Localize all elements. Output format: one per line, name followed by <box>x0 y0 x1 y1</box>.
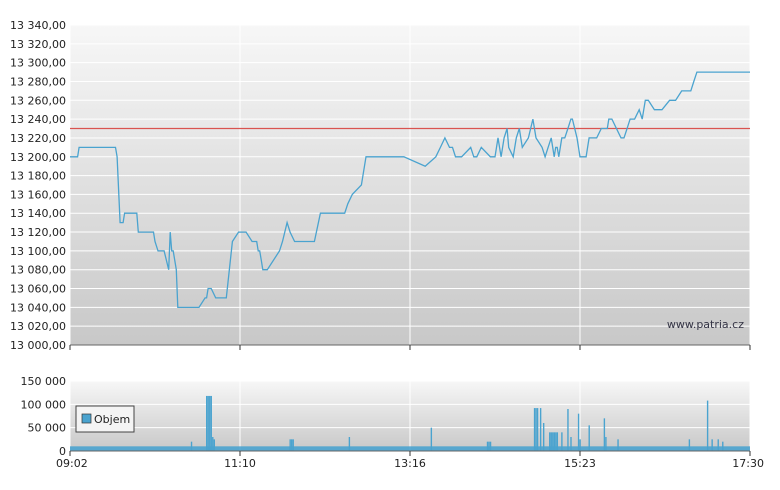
volume-y-tick-label: 50 000 <box>28 422 67 435</box>
volume-bar <box>605 437 607 451</box>
volume-bar <box>206 395 208 451</box>
x-tick-label: 11:10 <box>224 457 256 470</box>
volume-bar <box>603 418 606 451</box>
volume-bar <box>212 437 214 451</box>
price-series-line <box>70 71 750 309</box>
volume-bar <box>291 439 293 451</box>
volume-bar <box>553 432 555 451</box>
volume-bar <box>488 441 490 451</box>
volume-bar <box>706 400 709 451</box>
volume-bar <box>536 408 539 451</box>
volume-bar <box>617 439 619 451</box>
volume-bar <box>486 441 489 451</box>
price-y-tick-label: 13 120,00 <box>10 226 66 239</box>
price-y-tick-label: 13 340,00 <box>10 19 66 32</box>
volume-bar <box>489 441 492 451</box>
volume-bar <box>430 427 433 451</box>
volume-bar <box>552 432 554 451</box>
x-tick-label: 13:16 <box>394 457 426 470</box>
volume-y-tick-label: 0 <box>59 445 66 458</box>
price-y-tick-label: 13 220,00 <box>10 132 66 145</box>
x-tick-label: 17:30 <box>732 457 764 470</box>
volume-bar <box>190 441 193 451</box>
x-tick-label: 15:23 <box>564 457 596 470</box>
volume-bar <box>210 395 212 451</box>
volume-bar <box>556 432 559 451</box>
legend-swatch <box>81 413 92 424</box>
volume-bar <box>561 432 563 451</box>
price-y-tick-label: 13 060,00 <box>10 283 66 296</box>
volume-bar <box>577 413 580 451</box>
volume-bar <box>717 439 719 451</box>
volume-bar <box>289 439 291 451</box>
volume-bar <box>579 439 581 451</box>
price-panel: 13 000,00 13 020,00 13 040,00 13 060,00 13 0… <box>10 19 751 352</box>
volume-bar <box>570 437 572 451</box>
volume-bar <box>539 408 542 451</box>
volume-bar <box>292 439 294 451</box>
price-y-tick-label: 13 320,00 <box>10 38 66 51</box>
price-y-tick-label: 13 280,00 <box>10 75 66 88</box>
volume-bar <box>688 439 691 451</box>
legend-label: Objem <box>94 413 130 426</box>
volume-bar <box>567 409 569 451</box>
volume-bar <box>711 439 713 451</box>
price-y-tick-label: 13 000,00 <box>10 339 66 352</box>
volume-y-tick-label: 150 000 <box>21 375 67 388</box>
price-y-tick-label: 13 180,00 <box>10 170 66 183</box>
volume-bar <box>533 408 536 451</box>
price-y-tick-label: 13 020,00 <box>10 320 66 333</box>
volume-bar <box>207 395 209 451</box>
volume-panel: 0 50 000 100 000 150 000 Objem <box>21 375 751 458</box>
volume-bar <box>550 432 552 451</box>
price-y-tick-label: 13 200,00 <box>10 151 66 164</box>
volume-bar <box>348 437 351 451</box>
x-tick-label: 09:02 <box>56 457 88 470</box>
volume-bars <box>70 395 750 451</box>
price-y-tick-label: 13 160,00 <box>10 188 66 201</box>
watermark: www.patria.cz <box>667 318 744 331</box>
volume-bar <box>209 395 211 451</box>
price-y-tick-label: 13 080,00 <box>10 264 66 277</box>
price-y-tick-label: 13 300,00 <box>10 57 66 70</box>
volume-y-axis: 0 50 000 100 000 150 000 <box>21 375 67 458</box>
volume-bar <box>535 408 537 451</box>
price-y-tick-label: 13 260,00 <box>10 94 66 107</box>
volume-bar <box>213 439 215 451</box>
volume-legend: Objem <box>75 405 135 433</box>
volume-y-tick-label: 100 000 <box>21 398 67 411</box>
price-y-tick-label: 13 240,00 <box>10 113 66 126</box>
volume-bar <box>722 441 724 451</box>
x-axis: 09:02 11:10 13:16 15:23 17:30 <box>56 345 764 470</box>
price-y-tick-label: 13 140,00 <box>10 207 66 220</box>
price-y-axis: 13 000,00 13 020,00 13 040,00 13 060,00 13 0… <box>10 19 66 352</box>
volume-bar <box>549 432 551 451</box>
volume-bar <box>588 425 590 451</box>
volume-baseline-band <box>70 446 750 451</box>
volume-bar <box>542 423 545 451</box>
price-y-tick-label: 13 100,00 <box>10 245 66 258</box>
volume-bar <box>555 432 557 451</box>
price-y-tick-label: 13 040,00 <box>10 301 66 314</box>
